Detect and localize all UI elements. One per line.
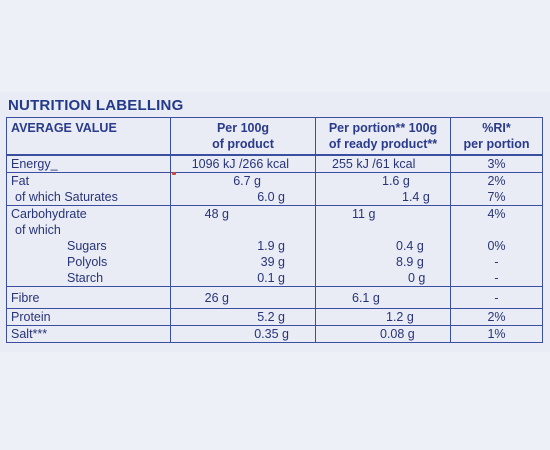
- ri-cell: 2%: [450, 308, 543, 326]
- per-portion-value: [320, 222, 446, 238]
- table-row-energy: Energy_ 1096 kJ /266 kcal 255 kJ /61 kca…: [6, 154, 543, 173]
- nutrient-name: Fibre: [11, 291, 40, 305]
- header-per-100g-line2: of product: [212, 137, 274, 151]
- table-row-protein: Protein 5.2 g 1.2 g 2%: [6, 308, 543, 326]
- header-per-100g: Per 100g of product: [170, 117, 316, 156]
- ri-cell: 4% 0% - -: [450, 205, 543, 287]
- nutrient-subname: of which: [15, 223, 61, 237]
- per-100g-value: 1096 kJ /266 kcal: [191, 157, 289, 171]
- header-per-portion-line1: Per portion** 100g: [328, 121, 438, 135]
- per-100g-value: [175, 222, 311, 238]
- nutrient-name-cell: Salt***: [6, 325, 171, 343]
- per-portion-cell: 1.6 g 1.4 g: [315, 172, 451, 206]
- ri-value: -: [494, 255, 499, 269]
- ri-value: -: [494, 291, 499, 305]
- per-100g-value: 26 g: [204, 291, 229, 305]
- header-ri: %RI* per portion: [450, 117, 543, 156]
- per-100g-cell: 1096 kJ /266 kcal: [170, 154, 316, 173]
- ri-value: [455, 222, 538, 238]
- table-row-fibre: Fibre 26 g 6.1 g -: [6, 286, 543, 309]
- header-average-value-text: AVERAGE VALUE: [11, 121, 117, 135]
- per-100g-value: 39 g: [260, 255, 285, 269]
- nutrient-subname: Polyols: [67, 255, 108, 269]
- nutrient-name-cell: Fibre: [6, 286, 171, 309]
- table-row-carbohydrate: Carbohydrate of which Sugars Polyols Sta…: [6, 205, 543, 287]
- nutrient-subname: of which Saturates: [15, 190, 118, 204]
- nutrient-name-cell: Energy_: [6, 154, 171, 173]
- per-portion-value: 255 kJ /61 kcal: [332, 157, 416, 171]
- ri-value: -: [494, 271, 499, 285]
- nutrient-name: Energy_: [11, 157, 58, 171]
- ri-value: 4%: [487, 207, 506, 221]
- header-ri-line2: per portion: [463, 137, 530, 151]
- per-100g-value: 5.2 g: [257, 310, 285, 324]
- per-100g-value: 6.7 g: [233, 174, 261, 188]
- header-average-value: AVERAGE VALUE: [6, 117, 171, 156]
- header-per-portion-line2: of ready product**: [328, 137, 438, 151]
- per-100g-value: 0.35 g: [254, 327, 289, 341]
- per-100g-cell: 0.35 g: [170, 325, 316, 343]
- nutrient-name-cell: Protein: [6, 308, 171, 326]
- per-portion-value: 1.2 g: [386, 310, 414, 324]
- nutrient-name: Fat: [11, 174, 30, 188]
- ri-value: 3%: [487, 157, 506, 171]
- ri-value: 7%: [487, 190, 506, 204]
- nutrient-subname: Sugars: [67, 239, 107, 253]
- nutrient-name: Salt***: [11, 327, 48, 341]
- ri-value: 0%: [487, 239, 506, 253]
- header-per-portion: Per portion** 100g of ready product**: [315, 117, 451, 156]
- per-portion-cell: 11 g 0.4 g 8.9 g 0 g: [315, 205, 451, 287]
- per-portion-value: 11 g: [352, 207, 376, 221]
- nutrient-name: Protein: [11, 310, 51, 324]
- ri-cell: 1%: [450, 325, 543, 343]
- ri-cell: 2% 7%: [450, 172, 543, 206]
- per-portion-value: 0 g: [408, 271, 426, 285]
- nutrient-name-cell: Fat of which Saturates: [6, 172, 171, 206]
- per-portion-value: 1.6 g: [382, 174, 410, 188]
- per-100g-cell: 26 g: [170, 286, 316, 309]
- per-100g-value: 48 g: [204, 207, 229, 221]
- per-portion-value: 0.08 g: [380, 327, 415, 341]
- table-row-salt: Salt*** 0.35 g 0.08 g 1%: [6, 325, 543, 343]
- per-portion-value: 8.9 g: [396, 255, 424, 269]
- ri-value: 2%: [487, 174, 506, 188]
- per-portion-cell: 0.08 g: [315, 325, 451, 343]
- nutrient-name-cell: Carbohydrate of which Sugars Polyols Sta…: [6, 205, 171, 287]
- per-portion-value: 1.4 g: [402, 190, 430, 204]
- header-row: AVERAGE VALUE Per 100g of product Per po…: [6, 117, 543, 156]
- per-portion-cell: 6.1 g: [315, 286, 451, 309]
- header-ri-line1: %RI*: [482, 121, 511, 135]
- table-row-fat: Fat of which Saturates 6.7 g 6.0 g 1.6 g…: [6, 172, 543, 206]
- ri-cell: -: [450, 286, 543, 309]
- per-100g-cell: 5.2 g: [170, 308, 316, 326]
- per-portion-value: 6.1 g: [352, 291, 380, 305]
- per-100g-cell: 6.7 g 6.0 g: [170, 172, 316, 206]
- ri-cell: 3%: [450, 154, 543, 173]
- print-speck: [172, 172, 176, 175]
- nutrition-heading: NUTRITION LABELLING: [8, 97, 184, 114]
- ri-value: 2%: [487, 310, 506, 324]
- nutrient-name: Carbohydrate: [11, 207, 87, 221]
- per-portion-cell: 1.2 g: [315, 308, 451, 326]
- nutrition-table: AVERAGE VALUE Per 100g of product Per po…: [6, 117, 543, 343]
- header-per-100g-line1: Per 100g: [216, 121, 270, 135]
- per-portion-cell: 255 kJ /61 kcal: [315, 154, 451, 173]
- per-100g-value: 1.9 g: [257, 239, 285, 253]
- per-100g-value: 0.1 g: [257, 271, 285, 285]
- ri-value: 1%: [487, 327, 506, 341]
- per-100g-value: 6.0 g: [257, 190, 285, 204]
- per-100g-cell: 48 g 1.9 g 39 g 0.1 g: [170, 205, 316, 287]
- per-portion-value: 0.4 g: [396, 239, 424, 253]
- nutrient-subname: Starch: [67, 271, 104, 285]
